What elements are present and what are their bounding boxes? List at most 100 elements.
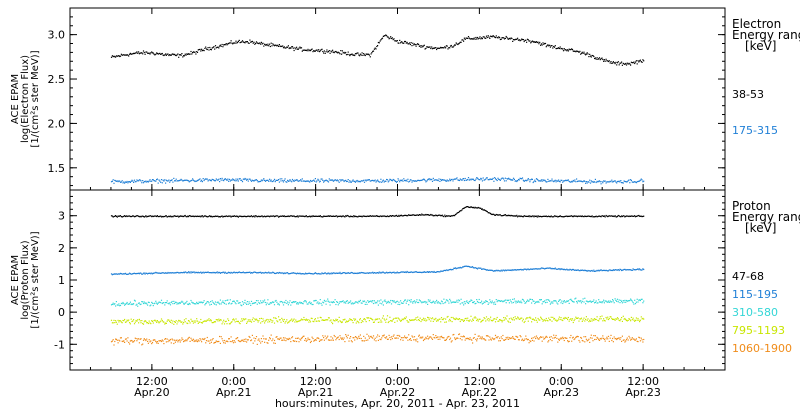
proton-point-47-68 [220, 215, 222, 217]
proton-point-795-1193 [330, 319, 332, 321]
proton-point-1060-1900 [328, 339, 330, 341]
proton-ylabel-line: log(Proton Flux) [20, 240, 31, 319]
electron-point-175-315 [214, 180, 216, 182]
proton-point-1060-1900 [250, 340, 252, 342]
proton-point-47-68 [575, 215, 577, 217]
proton-point-115-195 [271, 272, 273, 274]
proton-point-310-580 [430, 301, 432, 303]
electron-point-175-315 [524, 180, 526, 182]
electron-point-38-53 [373, 48, 375, 50]
electron-point-38-53 [331, 51, 333, 53]
electron-point-38-53 [611, 62, 613, 64]
proton-point-115-195 [490, 269, 492, 271]
proton-point-310-580 [517, 301, 519, 303]
proton-point-795-1193 [585, 318, 587, 320]
electron-point-38-53 [190, 50, 192, 53]
electron-point-175-315 [455, 178, 457, 180]
electron-point-38-53 [151, 52, 154, 54]
proton-point-795-1193 [521, 320, 524, 322]
electron-point-38-53 [179, 54, 181, 56]
proton-point-795-1193 [139, 320, 141, 322]
proton-point-795-1193 [365, 321, 367, 323]
electron-point-175-315 [399, 181, 401, 183]
electron-point-175-315 [463, 179, 465, 182]
proton-point-795-1193 [421, 319, 423, 321]
electron-point-175-315 [278, 179, 280, 181]
proton-point-47-68 [112, 216, 114, 218]
proton-point-47-68 [216, 215, 218, 217]
electron-point-175-315 [243, 178, 245, 181]
proton-point-310-580 [556, 302, 558, 304]
proton-point-310-580 [506, 299, 508, 301]
proton-point-115-195 [163, 272, 165, 274]
proton-point-115-195 [319, 273, 321, 275]
proton-point-310-580 [395, 302, 397, 304]
electron-point-38-53 [470, 38, 472, 40]
electron-point-175-315 [551, 178, 553, 180]
electron-point-38-53 [158, 53, 160, 55]
proton-point-795-1193 [244, 318, 246, 320]
proton-point-47-68 [353, 215, 355, 217]
proton-point-795-1193 [196, 320, 199, 322]
proton-point-115-195 [344, 272, 346, 274]
proton-point-1060-1900 [127, 337, 129, 339]
electron-point-38-53 [276, 45, 278, 47]
proton-point-795-1193 [616, 318, 618, 320]
electron-point-175-315 [474, 179, 476, 182]
proton-point-1060-1900 [589, 341, 591, 343]
proton-point-115-195 [521, 269, 523, 271]
electron-point-38-53 [271, 45, 273, 47]
proton-point-310-580 [174, 302, 176, 305]
electron-point-175-315 [522, 179, 524, 181]
proton-point-795-1193 [481, 320, 483, 322]
electron-point-38-53 [436, 47, 438, 49]
proton-point-310-580 [642, 302, 644, 304]
proton-point-795-1193 [362, 321, 364, 323]
proton-point-310-580 [369, 300, 371, 302]
proton-point-310-580 [296, 303, 298, 305]
proton-point-47-68 [403, 215, 405, 217]
electron-point-175-315 [539, 180, 541, 182]
proton-point-310-580 [569, 299, 571, 301]
proton-point-1060-1900 [219, 342, 221, 344]
proton-point-115-195 [263, 272, 265, 274]
electron-point-38-53 [565, 49, 567, 51]
proton-point-795-1193 [135, 319, 137, 322]
proton-point-1060-1900 [594, 338, 596, 341]
proton-point-115-195 [237, 272, 239, 274]
proton-point-795-1193 [169, 320, 171, 322]
electron-point-175-315 [235, 178, 237, 180]
proton-point-115-195 [142, 272, 145, 274]
proton-point-795-1193 [229, 323, 231, 325]
proton-point-1060-1900 [526, 339, 529, 341]
proton-point-115-195 [253, 271, 255, 273]
proton-point-310-580 [599, 301, 601, 303]
proton-point-115-195 [533, 268, 535, 270]
proton-point-115-195 [529, 268, 531, 270]
proton-point-1060-1900 [297, 337, 299, 339]
electron-point-175-315 [423, 178, 425, 180]
proton-point-795-1193 [324, 319, 326, 321]
proton-point-310-580 [490, 302, 492, 304]
proton-point-795-1193 [458, 318, 460, 321]
proton-point-795-1193 [271, 321, 273, 323]
proton-point-310-580 [488, 302, 490, 304]
proton-point-310-580 [367, 300, 369, 302]
electron-point-175-315 [615, 181, 617, 183]
proton-point-795-1193 [354, 319, 356, 321]
proton-point-310-580 [450, 302, 452, 304]
proton-point-115-195 [174, 272, 176, 274]
electron-point-175-315 [299, 180, 301, 182]
proton-point-795-1193 [133, 319, 135, 321]
proton-point-310-580 [183, 303, 185, 305]
proton-point-310-580 [539, 299, 541, 301]
proton-point-1060-1900 [464, 339, 466, 341]
proton-point-310-580 [363, 300, 366, 302]
proton-point-1060-1900 [379, 338, 381, 340]
proton-point-47-68 [610, 215, 612, 217]
proton-point-310-580 [516, 300, 518, 302]
proton-point-47-68 [313, 215, 315, 217]
proton-point-115-195 [454, 267, 456, 269]
proton-point-1060-1900 [527, 338, 529, 341]
proton-point-115-195 [535, 268, 537, 270]
